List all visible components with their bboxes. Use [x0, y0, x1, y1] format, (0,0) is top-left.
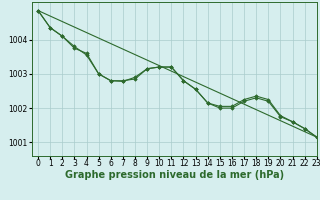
X-axis label: Graphe pression niveau de la mer (hPa): Graphe pression niveau de la mer (hPa) — [65, 170, 284, 180]
